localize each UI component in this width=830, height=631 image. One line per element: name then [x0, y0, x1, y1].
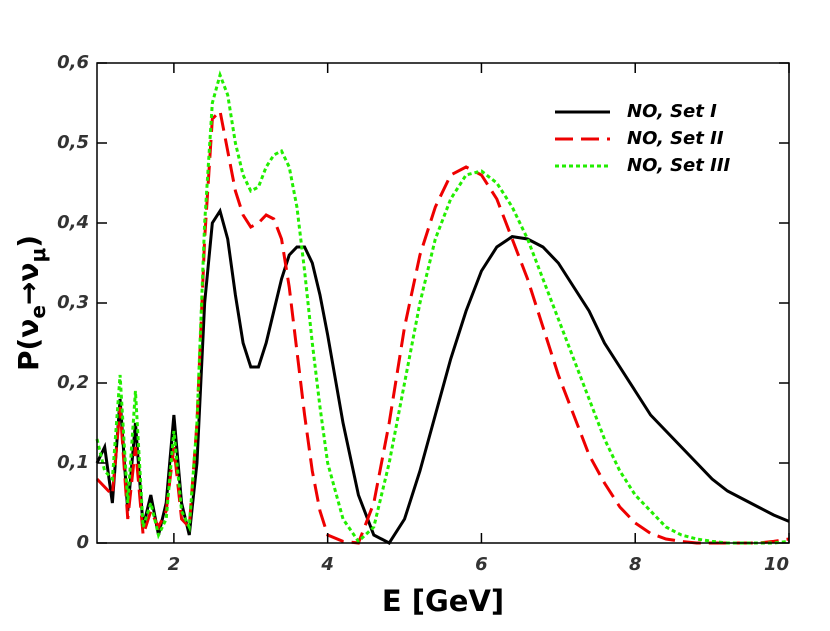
y-tick-label: 0,5: [57, 132, 89, 153]
x-tick-label: 10: [764, 554, 789, 575]
y-tick-label: 0: [76, 532, 89, 553]
y-tick-label: 0,2: [57, 372, 89, 393]
x-tick-label: 8: [629, 554, 642, 575]
x-tick-label: 2: [168, 554, 181, 575]
legend-label: NO, Set III: [627, 155, 731, 176]
y-axis-title: P(νe→νμ): [12, 235, 50, 371]
y-axis-title-sub: μ: [26, 248, 50, 263]
x-axis-title: E [GeV]: [382, 584, 504, 618]
y-axis-title-part: →ν: [12, 263, 45, 306]
legend-label: NO, Set II: [627, 128, 724, 149]
legend-label: NO, Set I: [627, 101, 717, 122]
y-axis-title-sub: e: [26, 305, 50, 319]
x-tick-label: 6: [475, 554, 488, 575]
y-tick-label: 0,1: [57, 452, 89, 473]
series-line: [95, 70, 790, 545]
y-axis-title-part: P(ν: [12, 319, 45, 371]
series-line: [95, 207, 790, 545]
y-tick-label: 0,3: [57, 292, 89, 313]
y-axis-title-part: ): [12, 235, 45, 248]
x-tick-label: 4: [320, 554, 334, 575]
y-tick-label: 0,6: [57, 52, 89, 73]
y-tick-label: 0,4: [57, 212, 89, 233]
